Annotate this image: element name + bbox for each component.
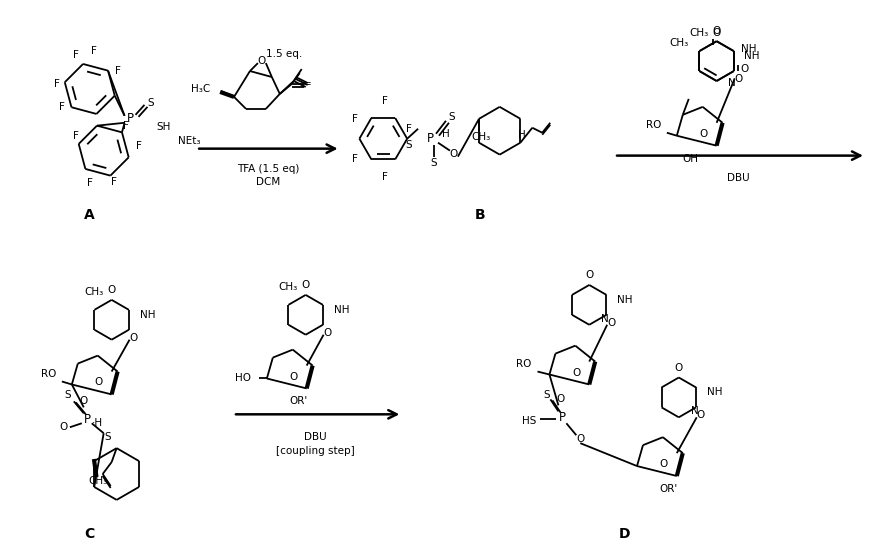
Text: S: S — [65, 390, 71, 400]
Text: D: D — [617, 527, 629, 541]
Text: NH: NH — [744, 51, 759, 61]
Text: OR': OR' — [659, 484, 677, 494]
Text: F: F — [406, 124, 411, 134]
Text: F: F — [73, 50, 79, 60]
Text: O: O — [695, 410, 704, 420]
Text: O: O — [674, 363, 682, 373]
Text: S: S — [543, 390, 549, 400]
Text: C: C — [84, 527, 95, 541]
Text: O: O — [107, 285, 116, 295]
Text: O: O — [699, 129, 707, 139]
Text: F: F — [381, 96, 388, 106]
Text: H₃C: H₃C — [190, 84, 210, 94]
Text: F: F — [135, 141, 141, 151]
Text: O: O — [80, 396, 88, 406]
Text: O: O — [301, 280, 310, 290]
Text: H: H — [518, 130, 525, 140]
Text: O: O — [739, 64, 748, 74]
Text: A: A — [84, 208, 95, 222]
Text: NEt₃: NEt₃ — [178, 136, 201, 146]
Text: S: S — [405, 140, 412, 150]
Text: O: O — [572, 368, 580, 378]
Text: F: F — [352, 114, 358, 124]
Text: RO: RO — [40, 369, 56, 379]
Text: O: O — [606, 318, 615, 328]
Text: F: F — [381, 171, 388, 181]
Text: DCM: DCM — [255, 177, 280, 187]
Text: NH: NH — [617, 295, 632, 305]
Text: SH: SH — [156, 122, 171, 132]
Text: B: B — [474, 208, 485, 222]
Text: =: = — [303, 79, 311, 89]
Text: DBU: DBU — [726, 173, 749, 183]
Text: ·H: ·H — [92, 418, 103, 428]
Text: S: S — [147, 98, 153, 108]
Text: O: O — [575, 434, 584, 444]
Text: O: O — [289, 371, 297, 381]
Text: TFA (1.5 eq): TFA (1.5 eq) — [237, 163, 299, 173]
Text: O: O — [258, 56, 266, 66]
Text: HO: HO — [235, 374, 251, 384]
Text: O: O — [129, 332, 138, 342]
Text: CH₃: CH₃ — [471, 132, 490, 142]
Text: HS: HS — [522, 416, 536, 426]
Text: N: N — [690, 406, 698, 416]
Text: O: O — [711, 28, 720, 38]
Text: F: F — [115, 66, 120, 76]
Text: NH: NH — [741, 44, 756, 54]
Text: P: P — [559, 411, 566, 424]
Text: N: N — [601, 314, 609, 324]
Text: O: O — [95, 378, 103, 388]
Text: O: O — [584, 270, 593, 280]
Text: O: O — [323, 327, 332, 337]
Text: OR': OR' — [289, 396, 308, 406]
Text: F: F — [90, 46, 96, 56]
Text: [coupling step]: [coupling step] — [276, 446, 354, 456]
Text: S: S — [448, 112, 455, 122]
Text: O: O — [449, 148, 458, 158]
Text: CH₃: CH₃ — [89, 476, 108, 486]
Text: CH₃: CH₃ — [669, 38, 688, 48]
Text: O: O — [60, 422, 68, 432]
Text: 1.5 eq.: 1.5 eq. — [266, 49, 302, 59]
Text: NH: NH — [333, 305, 349, 315]
Text: O: O — [659, 459, 667, 469]
Text: F: F — [111, 177, 117, 187]
Text: NH: NH — [139, 310, 155, 320]
Text: F: F — [352, 153, 358, 163]
Text: O: O — [733, 74, 742, 84]
Text: F: F — [123, 121, 128, 131]
Text: P: P — [127, 112, 134, 125]
Text: O: O — [711, 26, 720, 36]
Text: CH₃: CH₃ — [84, 287, 103, 297]
Text: O: O — [556, 394, 564, 404]
Text: S: S — [431, 157, 437, 167]
Text: OH: OH — [682, 153, 698, 163]
Text: P: P — [426, 132, 433, 145]
Text: S: S — [104, 432, 111, 442]
Text: CH₃: CH₃ — [278, 282, 297, 292]
Text: RO: RO — [516, 359, 531, 369]
Text: F: F — [53, 79, 60, 89]
Text: H: H — [442, 129, 449, 139]
Text: F: F — [73, 131, 79, 141]
Text: NH: NH — [706, 388, 722, 398]
Text: DBU: DBU — [304, 432, 326, 442]
Text: N: N — [727, 78, 735, 88]
Text: CH₃: CH₃ — [688, 28, 708, 38]
Text: RO: RO — [645, 120, 660, 130]
Text: F: F — [87, 178, 93, 188]
Text: P: P — [84, 413, 91, 426]
Text: F: F — [59, 102, 65, 112]
